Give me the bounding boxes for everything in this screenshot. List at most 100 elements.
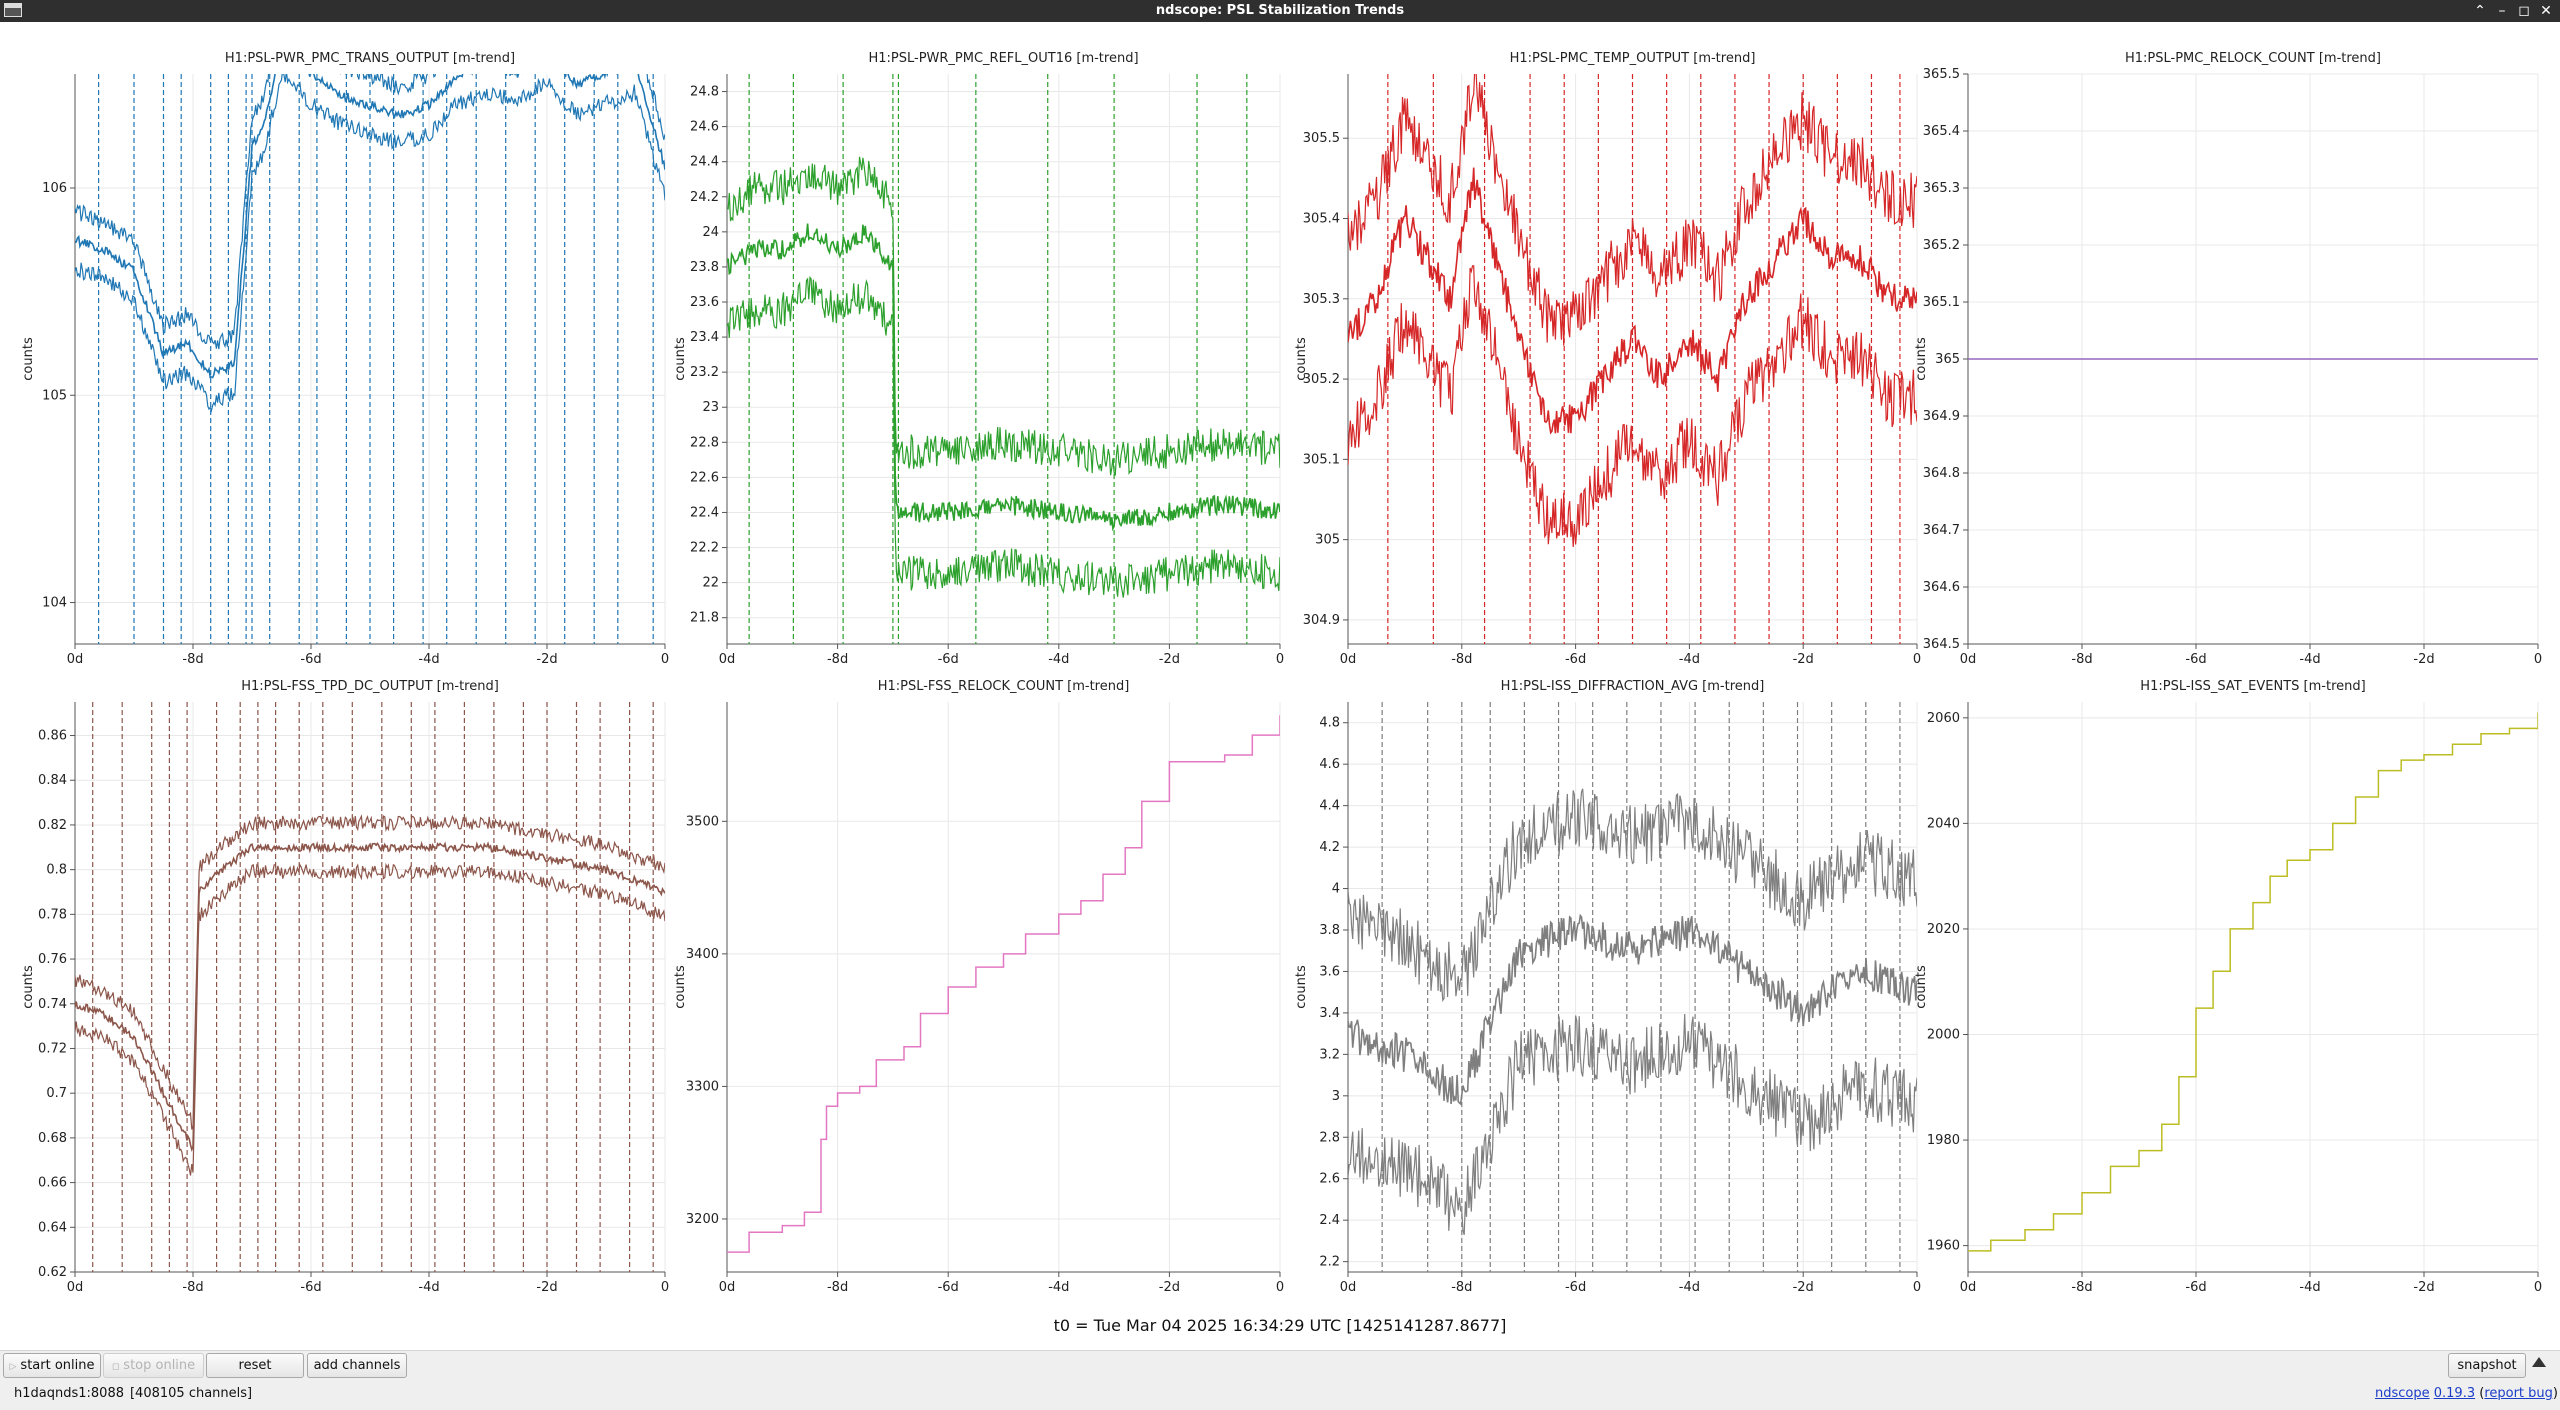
app-icon xyxy=(4,3,22,17)
chart-panel-5[interactable]: H1:PSL-FSS_TPD_DC_OUTPUT [m-trend] 0d -8d -… xyxy=(21,679,669,1295)
y-tick-label: 0.7 xyxy=(46,1086,67,1101)
plot-grid[interactable]: H1:PSL-PWR_PMC_TRANS_OUTPUT [m-trend] 0d -… xyxy=(0,22,2560,1312)
x-tick-label: 0 xyxy=(1276,1280,1284,1295)
y-tick-label: 24 xyxy=(702,225,719,240)
y-tick-label: 0.82 xyxy=(38,818,67,833)
chart-panel-4[interactable]: H1:PSL-PMC_RELOCK_COUNT [m-trend] 0d -8d -6… xyxy=(1914,51,2542,667)
x-tick-label: 0d xyxy=(1960,1280,1977,1295)
y-tick-label: 365.4 xyxy=(1923,124,1960,139)
x-tick-label: -8d xyxy=(1451,1280,1472,1295)
chart-panel-6[interactable]: H1:PSL-FSS_RELOCK_COUNT [m-trend] 0d -8d -6… xyxy=(673,679,1284,1295)
plot-area[interactable] xyxy=(75,702,665,1272)
y-tick-label: 305.3 xyxy=(1303,292,1340,307)
report-bug-link[interactable]: report bug xyxy=(2484,1386,2553,1401)
x-tick-label: -6d xyxy=(938,652,959,667)
x-tick-label: 0d xyxy=(67,652,84,667)
chart-panel-8[interactable]: H1:PSL-ISS_SAT_EVENTS [m-trend] 0d -8d -6d -… xyxy=(1914,679,2542,1295)
x-tick-label: -2d xyxy=(1159,652,1180,667)
channel-count: [408105 channels] xyxy=(129,1386,253,1401)
y-tick-label: 2.6 xyxy=(1319,1172,1340,1187)
stop-online-label: stop online xyxy=(123,1358,196,1373)
chart-title: H1:PSL-PWR_PMC_REFL_OUT16 [m-trend] xyxy=(868,51,1138,66)
series-group xyxy=(1968,712,2538,1252)
y-tick-label: 365.3 xyxy=(1923,181,1960,196)
series-max-line xyxy=(1348,788,1917,1003)
x-tick-label: -6d xyxy=(1565,1280,1586,1295)
status-text: h1daqnds1:8088 [408105 channels] xyxy=(14,1386,258,1401)
plot-area[interactable] xyxy=(727,74,1280,644)
chart-panel-2[interactable]: H1:PSL-PWR_PMC_REFL_OUT16 [m-trend] 0d -8d… xyxy=(673,51,1284,667)
y-tick-label: 23.4 xyxy=(690,330,719,345)
x-tick-label: 0d xyxy=(67,1280,84,1295)
y-tick-label: 3.4 xyxy=(1319,1006,1340,1021)
y-tick-label: 3200 xyxy=(686,1212,719,1227)
series-group xyxy=(75,74,665,644)
y-tick-label: 3300 xyxy=(686,1079,719,1094)
y-axis-label: counts xyxy=(673,965,688,1009)
y-axis-label: counts xyxy=(1914,337,1929,381)
y-tick-label: 1980 xyxy=(1927,1133,1960,1148)
chart-title: H1:PSL-FSS_RELOCK_COUNT [m-trend] xyxy=(878,679,1130,694)
version-link[interactable]: 0.19.3 xyxy=(2433,1386,2476,1401)
start-online-button[interactable]: ▷ start online xyxy=(3,1353,101,1378)
y-axis-label: counts xyxy=(673,337,688,381)
keep-above-button[interactable]: ⌃ xyxy=(2474,3,2486,19)
y-tick-label: 305.1 xyxy=(1303,452,1340,467)
close-button[interactable]: ✕ xyxy=(2540,3,2552,19)
y-tick-label: 24.4 xyxy=(690,155,719,170)
snapshot-button[interactable]: snapshot xyxy=(2448,1353,2526,1378)
stop-online-button[interactable]: ◻ stop online xyxy=(103,1353,204,1378)
window-titlebar: ndscope: PSL Stabilization Trends ⌃ – ◻ … xyxy=(0,0,2560,22)
minimize-button[interactable]: – xyxy=(2498,3,2506,19)
chart-panel-1[interactable]: H1:PSL-PWR_PMC_TRANS_OUTPUT [m-trend] 0d -… xyxy=(21,22,669,667)
add-channels-button[interactable]: add channels xyxy=(307,1353,407,1378)
y-tick-label: 305.4 xyxy=(1303,212,1340,227)
x-tick-label: -4d xyxy=(1048,1280,1069,1295)
y-tick-label: 2.8 xyxy=(1319,1130,1340,1145)
y-tick-label: 22.4 xyxy=(690,505,719,520)
y-tick-label: 4.4 xyxy=(1319,799,1340,814)
y-tick-label: 22.6 xyxy=(690,470,719,485)
y-tick-label: 105 xyxy=(42,388,67,403)
y-tick-label: 365.2 xyxy=(1923,238,1960,253)
y-tick-label: 104 xyxy=(42,596,67,611)
y-tick-label: 4.8 xyxy=(1319,716,1340,731)
x-tick-label: -4d xyxy=(1679,1280,1700,1295)
y-axis-label: counts xyxy=(1914,965,1929,1009)
x-tick-label: -4d xyxy=(1048,652,1069,667)
x-tick-label: -8d xyxy=(182,652,203,667)
x-tick-label: -2d xyxy=(536,652,557,667)
y-tick-label: 2.4 xyxy=(1319,1213,1340,1228)
y-tick-label: 2040 xyxy=(1927,816,1960,831)
series-mean-line xyxy=(75,840,665,1153)
y-tick-label: 364.6 xyxy=(1923,580,1960,595)
chart-panel-3[interactable]: H1:PSL-PMC_TEMP_OUTPUT [m-trend] 0d -8d -6d… xyxy=(1294,51,1921,667)
x-tick-label: 0d xyxy=(719,1280,736,1295)
series-group xyxy=(727,715,1280,1253)
y-axis-label: counts xyxy=(21,965,36,1009)
chart-panel-7[interactable]: H1:PSL-ISS_DIFFRACTION_AVG [m-trend] 0d -8… xyxy=(1294,679,1921,1295)
series-min-line xyxy=(727,275,1280,598)
y-tick-label: 3400 xyxy=(686,947,719,962)
maximize-button[interactable]: ◻ xyxy=(2518,3,2530,19)
y-tick-label: 3 xyxy=(1332,1089,1340,1104)
x-tick-label: -6d xyxy=(938,1280,959,1295)
y-tick-label: 23 xyxy=(702,400,719,415)
chart-title: H1:PSL-PMC_RELOCK_COUNT [m-trend] xyxy=(2125,51,2381,66)
series-max-line xyxy=(727,156,1280,476)
ndscope-link[interactable]: ndscope xyxy=(2374,1386,2430,1401)
plot-area[interactable] xyxy=(727,702,1280,1272)
t0-label: t0 = Tue Mar 04 2025 16:34:29 UTC [14251… xyxy=(1053,1316,1507,1335)
y-tick-label: 364.7 xyxy=(1923,523,1960,538)
expand-arrow-icon[interactable] xyxy=(2532,1357,2546,1367)
y-tick-label: 364.5 xyxy=(1923,637,1960,652)
reset-button[interactable]: reset xyxy=(206,1353,304,1378)
chart-title: H1:PSL-FSS_TPD_DC_OUTPUT [m-trend] xyxy=(241,679,499,694)
y-tick-label: 0.64 xyxy=(38,1220,67,1235)
y-tick-label: 0.72 xyxy=(38,1041,67,1056)
x-tick-label: 0 xyxy=(661,1280,669,1295)
plot-area[interactable] xyxy=(1968,702,2538,1272)
y-tick-label: 305 xyxy=(1315,533,1340,548)
y-tick-label: 3.6 xyxy=(1319,964,1340,979)
y-tick-label: 24.8 xyxy=(690,85,719,100)
